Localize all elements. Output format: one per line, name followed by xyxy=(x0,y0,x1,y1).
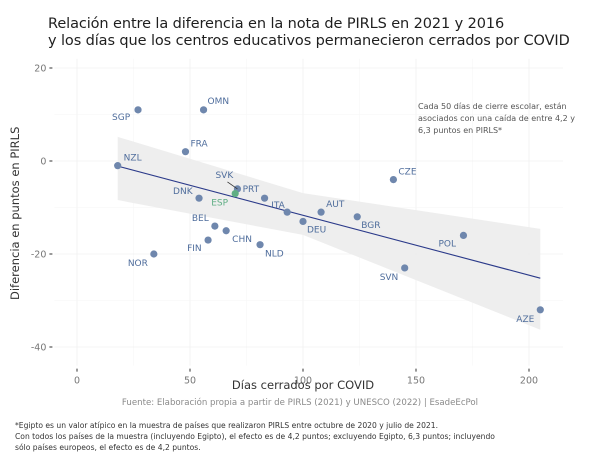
point-label-svk: SVK xyxy=(215,171,234,181)
data-points xyxy=(114,106,544,314)
data-point-nld xyxy=(256,241,264,249)
data-point-fin xyxy=(204,236,212,244)
chart-title-line-2: y los días que los centros educativos pe… xyxy=(48,33,570,49)
data-point-deu xyxy=(299,217,307,226)
data-point-aze xyxy=(536,306,544,314)
confidence-band-area xyxy=(117,136,541,330)
point-label-omn: OMN xyxy=(208,97,230,107)
point-label-ita: ITA xyxy=(271,201,285,211)
annotation-line-1: Cada 50 días de cierre escolar, están xyxy=(418,102,567,111)
data-point-prt xyxy=(260,194,269,202)
x-tick-label: 50 xyxy=(184,376,196,387)
footnote-line-2: Con todos los países de la muestra (incl… xyxy=(15,432,495,441)
y-tick-label: -40 xyxy=(31,343,47,354)
x-tick-label: 0 xyxy=(74,376,80,387)
point-label-nzl: NZL xyxy=(124,154,142,164)
point-label-deu: DEU xyxy=(307,225,326,235)
data-point-nzl xyxy=(114,162,122,170)
annotation-line-2: asociados con una caída de entre 4,2 y xyxy=(418,114,575,123)
annotation: Cada 50 días de cierre escolar, están as… xyxy=(418,101,598,137)
footnote: *Egipto es un valor atípico en la muestr… xyxy=(15,420,495,453)
y-tick-label: 20 xyxy=(34,64,46,75)
data-point-sgp xyxy=(134,106,142,114)
data-point-cze xyxy=(389,176,397,184)
data-point-svn xyxy=(401,264,409,272)
annotation-line-3: 6,3 puntos en PIRLS* xyxy=(418,126,503,135)
data-point-esp xyxy=(231,189,239,198)
x-axis-label: Días cerrados por COVID xyxy=(232,378,374,392)
chart-title: Relación entre la diferencia en la nota … xyxy=(48,16,570,50)
y-tick-label: -20 xyxy=(31,250,47,261)
point-label-sgp: SGP xyxy=(112,113,131,123)
data-point-omn xyxy=(199,106,208,114)
point-label-dnk: DNK xyxy=(173,187,194,197)
data-point-pol xyxy=(459,231,468,239)
data-point-chn xyxy=(222,227,230,235)
data-point-aut xyxy=(317,208,325,216)
grid-lines xyxy=(54,58,563,366)
data-point-dnk xyxy=(195,194,203,202)
point-label-esp: ESP xyxy=(211,199,228,209)
point-label-nor: NOR xyxy=(128,259,148,269)
footnote-line-3: sólo países europeos, el efecto es de 4,… xyxy=(15,443,201,452)
y-tick-label: 0 xyxy=(40,157,46,168)
point-label-fin: FIN xyxy=(187,244,202,254)
data-point-bel xyxy=(211,222,219,230)
point-label-cze: CZE xyxy=(398,168,416,178)
data-point-nor xyxy=(150,250,158,258)
axes: 200-20-400 50 100 150 200 xyxy=(31,64,538,387)
regression-line-path xyxy=(117,165,541,279)
point-label-bgr: BGR xyxy=(361,221,380,231)
confidence-band xyxy=(117,136,541,330)
point-label-prt: PRT xyxy=(243,185,260,195)
point-label-chn: CHN xyxy=(232,235,252,245)
regression-line xyxy=(117,165,541,279)
data-point-ita xyxy=(283,208,291,216)
point-label-aze: AZE xyxy=(516,315,534,325)
point-label-pol: POL xyxy=(438,239,456,249)
point-labels: SGP OMN FRA NZL SVK ESP DNK PRT ITA AUT DEU BGR CZE S… xyxy=(112,97,535,325)
chart-title-line-1: Relación entre la diferencia en la nota … xyxy=(48,16,505,32)
x-tick-label: 100 xyxy=(294,376,312,387)
data-point-fra xyxy=(181,148,190,156)
y-axis-label: Diferencia en puntos en PIRLS xyxy=(8,126,22,300)
scatter-chart: SGP OMN FRA NZL SVK ESP DNK PRT ITA AUT DEU BGR CZE S… xyxy=(31,58,563,392)
point-label-nld: NLD xyxy=(265,250,284,260)
label-leader-line xyxy=(227,181,238,190)
point-label-aut: AUT xyxy=(326,200,345,210)
x-tick-label: 150 xyxy=(407,376,425,387)
source-note: Fuente: Elaboración propia a partir de P… xyxy=(121,398,479,408)
point-label-fra: FRA xyxy=(190,140,208,150)
data-point-bgr xyxy=(353,213,361,221)
point-label-bel: BEL xyxy=(192,214,209,224)
footnote-line-1: *Egipto es un valor atípico en la muestr… xyxy=(15,421,438,430)
point-label-svn: SVN xyxy=(380,273,399,283)
x-tick-label: 200 xyxy=(520,376,538,387)
